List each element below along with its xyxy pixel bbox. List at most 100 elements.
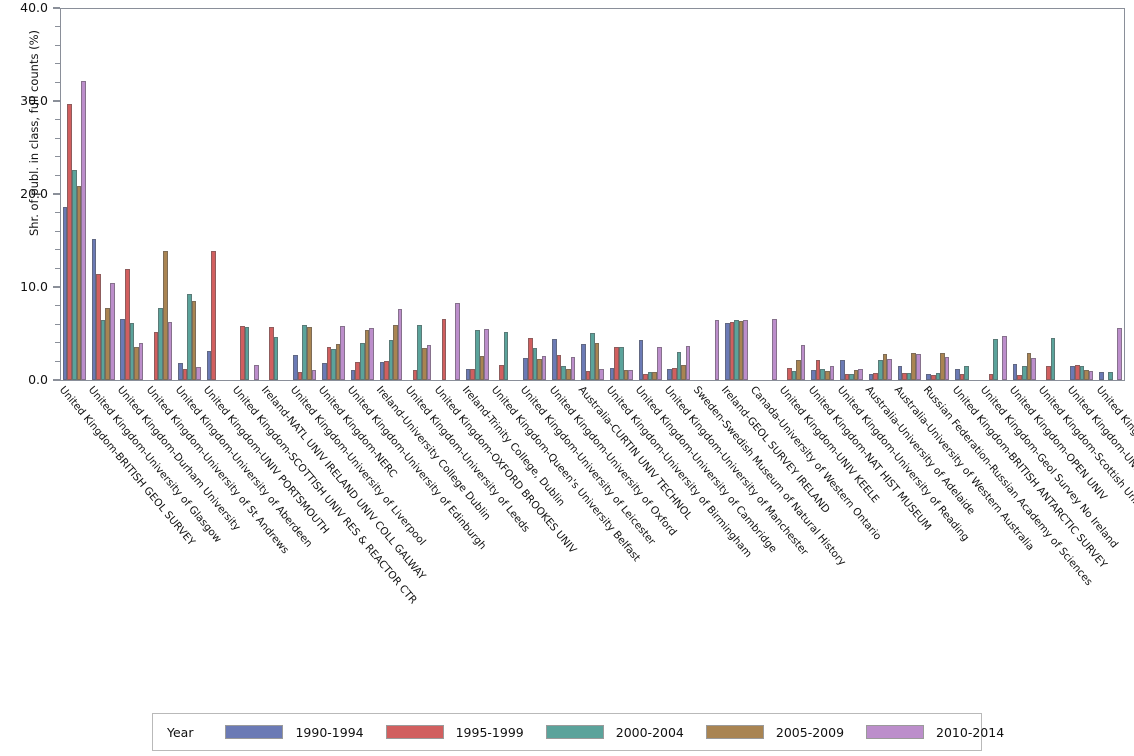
y-tick-major bbox=[53, 7, 60, 9]
legend-label: 1990-1994 bbox=[295, 724, 364, 740]
bar bbox=[91, 238, 97, 380]
bar bbox=[599, 368, 604, 380]
x-axis-line bbox=[60, 380, 1125, 382]
bar bbox=[729, 322, 735, 380]
bar bbox=[590, 332, 595, 380]
bar bbox=[499, 365, 504, 380]
legend-swatch bbox=[225, 725, 284, 739]
bar bbox=[72, 169, 77, 380]
bar bbox=[311, 369, 317, 380]
legend-entry[interactable]: 2000-2004 bbox=[545, 725, 684, 740]
bar-group bbox=[581, 8, 604, 380]
bar bbox=[618, 347, 624, 380]
bar bbox=[988, 374, 994, 380]
bar-group bbox=[149, 8, 173, 380]
y-tick-minor bbox=[55, 44, 60, 46]
bar-group bbox=[724, 8, 748, 380]
bar bbox=[302, 325, 307, 380]
bar-group bbox=[1070, 8, 1094, 380]
y-tick-minor bbox=[55, 174, 60, 176]
y-tick-minor bbox=[55, 26, 60, 28]
y-tick-label: 40.0 bbox=[20, 0, 48, 15]
bar bbox=[503, 331, 509, 380]
bar bbox=[340, 326, 345, 380]
bar bbox=[787, 367, 792, 380]
bar bbox=[825, 370, 830, 380]
bar bbox=[1074, 365, 1080, 380]
bar bbox=[537, 358, 542, 380]
bar bbox=[326, 346, 332, 380]
bar bbox=[96, 273, 101, 380]
y-tick-minor bbox=[55, 63, 60, 65]
y-tick-label: 10.0 bbox=[20, 279, 48, 294]
legend-entry[interactable]: 2005-2009 bbox=[705, 725, 844, 740]
legend-label: 2010-2014 bbox=[936, 724, 1005, 740]
bar bbox=[628, 369, 633, 380]
bar bbox=[935, 372, 941, 380]
bar-group bbox=[552, 8, 576, 380]
bar bbox=[350, 369, 356, 380]
y-tick-major bbox=[53, 193, 60, 195]
bar-group bbox=[91, 8, 115, 380]
bar bbox=[105, 308, 111, 380]
bar bbox=[594, 342, 600, 380]
bar bbox=[484, 328, 489, 380]
bar bbox=[858, 368, 864, 380]
bar bbox=[240, 326, 245, 380]
bar bbox=[955, 368, 960, 380]
bar bbox=[734, 320, 739, 380]
bar bbox=[570, 356, 576, 380]
bar bbox=[911, 353, 916, 380]
bar-group bbox=[1012, 8, 1036, 380]
legend: Year 1990-1994 1995-1999 2000-2004 2005-200… bbox=[152, 713, 1004, 751]
bar-group bbox=[868, 8, 892, 380]
bar bbox=[523, 357, 529, 380]
bar bbox=[724, 323, 730, 380]
y-tick-minor bbox=[55, 323, 60, 325]
bar bbox=[820, 368, 826, 380]
bar bbox=[643, 374, 648, 380]
bar-group bbox=[984, 8, 1007, 380]
bar bbox=[62, 207, 68, 380]
legend-entry[interactable]: 1990-1994 bbox=[225, 724, 364, 740]
bar bbox=[1099, 371, 1104, 380]
bar bbox=[76, 185, 82, 380]
bar bbox=[671, 367, 677, 380]
bar bbox=[878, 360, 883, 380]
bar bbox=[153, 331, 159, 380]
legend-title: Year bbox=[167, 724, 194, 740]
bar bbox=[800, 344, 806, 380]
bar-group bbox=[264, 8, 287, 380]
x-tick-label: United Kingdom-University of Leicester bbox=[517, 384, 658, 548]
legend-entry[interactable]: 2010-2014 bbox=[866, 725, 1004, 740]
bar bbox=[623, 369, 629, 380]
bar bbox=[67, 103, 73, 380]
bar bbox=[244, 327, 250, 380]
bar bbox=[1050, 338, 1056, 380]
bar bbox=[129, 323, 135, 380]
legend-swatch bbox=[545, 725, 604, 739]
bar bbox=[465, 368, 471, 380]
bar-group bbox=[1099, 8, 1123, 380]
bar bbox=[844, 373, 850, 380]
y-tick-minor bbox=[55, 119, 60, 121]
bar bbox=[916, 353, 921, 380]
bar bbox=[1108, 371, 1113, 380]
bar bbox=[849, 373, 854, 380]
y-tick-minor bbox=[55, 305, 60, 307]
bar bbox=[100, 319, 106, 380]
bar bbox=[882, 353, 888, 380]
bar bbox=[656, 346, 662, 380]
bar bbox=[331, 349, 336, 380]
bar bbox=[470, 368, 476, 380]
bar bbox=[297, 371, 303, 380]
bar bbox=[652, 371, 657, 380]
bar-group bbox=[321, 8, 345, 380]
bar bbox=[614, 346, 619, 380]
x-tick-label: United Kingdom-University of Glasgow bbox=[85, 384, 224, 546]
legend-entry[interactable]: 1995-1999 bbox=[385, 725, 524, 740]
bar bbox=[426, 344, 432, 380]
bar-group bbox=[696, 8, 720, 380]
bar bbox=[638, 340, 644, 380]
bar bbox=[561, 366, 566, 380]
